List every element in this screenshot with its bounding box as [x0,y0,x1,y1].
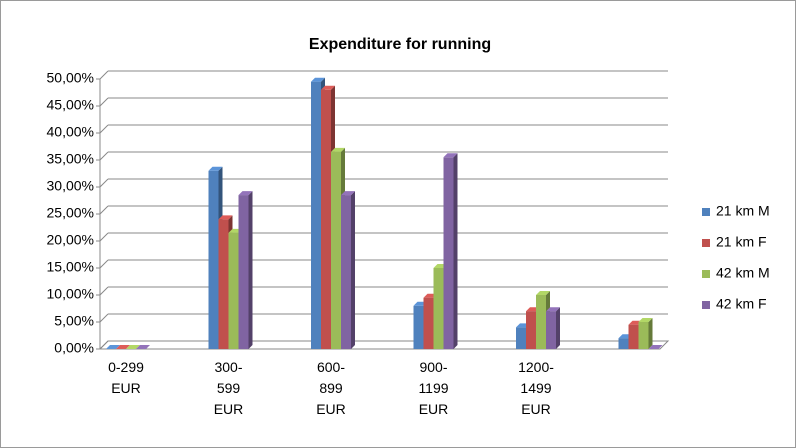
bar [208,170,219,349]
bar-top [126,345,140,349]
grid-side [99,70,109,80]
bar [618,338,629,349]
bar-top [536,291,550,295]
legend-swatch [702,239,710,247]
bar-top [208,166,223,171]
grid-side [99,313,109,323]
bar [228,232,239,349]
y-tick-label: 40,00% [47,124,94,140]
bar-side [556,307,560,349]
bar-side [648,318,653,349]
grid-side [99,340,109,350]
bar-top [638,318,653,322]
bar-top [331,147,345,152]
chart-title: Expenditure for running [309,36,491,53]
x-tick-label: 1200-1499 EUR [518,359,554,417]
bar [638,322,649,349]
bar-top [321,85,335,90]
grid-side [99,259,109,269]
y-tick-label: 25,00% [47,205,94,221]
bar [423,297,434,349]
bar-top [106,345,120,349]
bar [218,219,229,349]
bar-top [648,345,663,349]
floor [98,340,670,350]
grid-side [99,178,109,188]
y-tick-label: 35,00% [47,151,94,167]
bar [341,195,351,349]
bar-top [218,215,233,220]
legend-label: 21 km M [716,203,770,219]
bar [536,295,546,349]
y-tick-label: 5,00% [54,313,94,329]
legend-swatch [702,301,710,309]
bar-side [351,191,355,349]
y-tick-label: 30,00% [47,178,94,194]
bar [238,195,249,349]
grid-side [99,286,109,296]
y-tick-label: 20,00% [47,232,94,248]
grid-side [99,151,109,161]
bar [628,324,639,349]
x-tick-label: 300-599 EUR [214,359,244,417]
legend-label: 21 km F [716,234,767,250]
grid-side [99,97,109,107]
y-tick-label: 0,00% [54,340,94,356]
legend-label: 42 km F [716,296,767,312]
y-tick-label: 45,00% [47,97,94,113]
bar-top [311,77,325,82]
bar-top [443,153,458,158]
bar [321,89,331,350]
x-tick-label: 0-299 EUR [108,359,144,396]
bar [311,81,321,349]
bar [413,305,424,349]
legend-swatch [702,208,710,216]
bar-top [238,191,253,196]
bar-top [136,345,150,349]
grid-side [99,232,109,242]
grid-side [99,124,109,134]
grid-side [99,205,109,215]
bar [516,327,526,349]
bar [546,311,556,349]
bar [443,157,454,349]
bar-side [453,153,458,349]
legend-swatch [702,270,710,278]
bar [331,151,341,349]
legend-label: 42 km M [716,265,770,281]
bar-top [546,307,560,312]
bar [526,311,536,349]
x-tick-label: 900-1199 EUR [418,359,448,417]
bar [433,268,444,349]
bar-top [116,345,130,349]
y-tick-label: 10,00% [47,286,94,302]
y-tick-label: 50,00% [47,70,94,86]
bar-side [248,191,253,349]
y-tick-label: 15,00% [47,259,94,275]
x-tick-label: 600-899 EUR [316,359,346,417]
bar-top [341,191,355,196]
